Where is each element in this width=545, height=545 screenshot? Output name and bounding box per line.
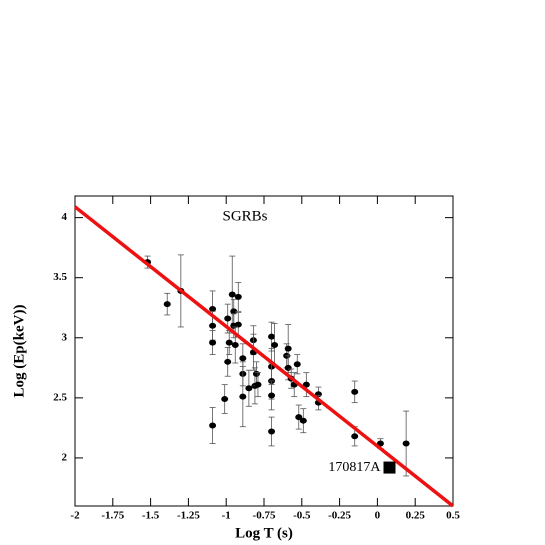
point [228,291,236,298]
point [252,370,260,377]
point [163,301,171,308]
y-tick-label: 4 [62,211,68,223]
point [209,322,217,329]
y-tick-label: 3.5 [53,271,67,283]
point [293,361,301,368]
y-tick-label: 2.5 [53,391,67,403]
y-tick-label: 3 [62,331,68,343]
point [284,345,292,352]
point [221,396,229,403]
point [351,388,359,395]
point [268,392,276,399]
point [245,385,253,392]
point [224,358,232,365]
y-tick-label: 2 [62,451,68,463]
point [209,305,217,312]
x-tick-label: -1.25 [177,510,200,522]
point [234,293,242,300]
x-tick-label: -0.75 [253,510,276,522]
point [254,381,262,388]
highlight-label: 170817A [328,460,381,475]
point [271,341,279,348]
highlight-point [383,461,396,474]
point [299,417,307,424]
chart-title: SGRBs [222,208,267,224]
x-tick-label: -1.75 [101,510,124,522]
point [295,414,303,421]
point [268,428,276,435]
point [225,339,233,346]
point [224,315,232,322]
x-tick-label: 0 [375,510,381,522]
point [302,381,310,388]
y-axis-label: Log (Ep(keV)) [11,305,27,398]
x-tick-label: -1.5 [142,510,160,522]
x-tick-label: -0.5 [293,510,311,522]
point [402,440,410,447]
x-tick-label: -2 [70,510,80,522]
fit-line [73,205,455,508]
point [239,393,247,400]
point [268,333,276,340]
x-axis-label: Log T (s) [235,525,293,541]
point [231,341,239,348]
point [209,339,217,346]
point [239,355,247,362]
x-tick-label: -1 [222,510,231,522]
x-tick-label: 0.25 [406,510,426,522]
point [209,422,217,429]
point [284,364,292,371]
x-tick-label: -0.25 [328,510,351,522]
x-tick-label: 0.5 [446,510,460,522]
point [351,433,359,440]
point [234,321,242,328]
